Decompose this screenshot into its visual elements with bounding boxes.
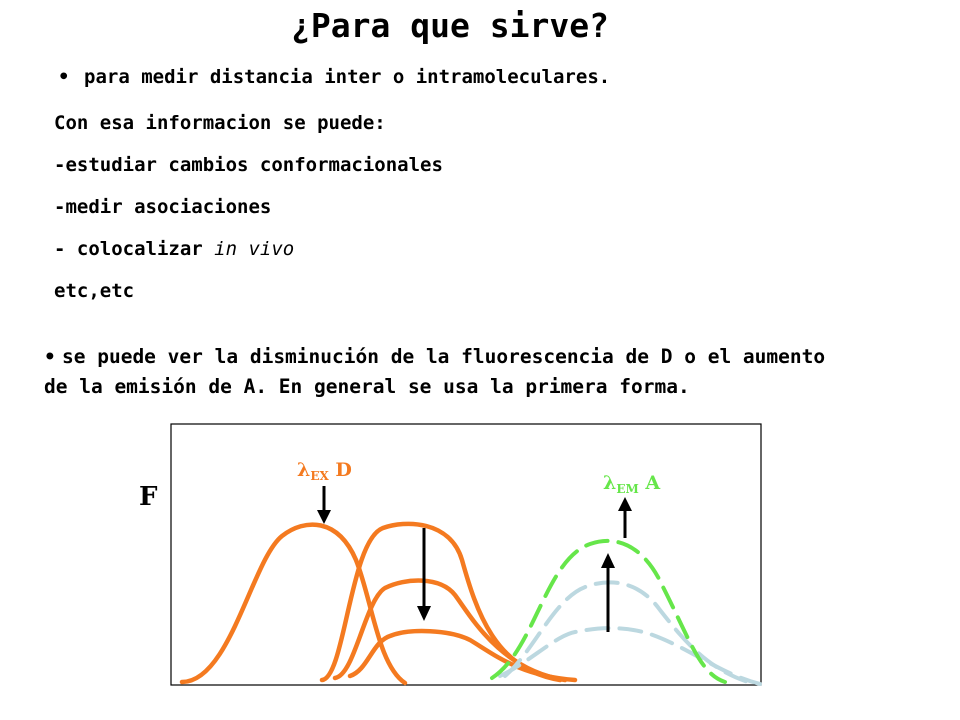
- bullet-line-1: • para medir distancia inter o intramolec…: [58, 66, 610, 88]
- arrow-acceptor-increase-icon: [601, 553, 615, 632]
- bullet-2-line-1: • se puede ver la disminución de la fluor…: [44, 342, 944, 372]
- label-ex-suffix: D: [329, 459, 352, 481]
- label-em-suffix: A: [639, 472, 661, 494]
- acceptor-emission-curve-mid: [503, 580, 757, 686]
- bullet-2-line-2: de la emisión de A. En general se usa la…: [44, 375, 690, 398]
- label-em-greek: λ: [603, 472, 616, 494]
- item-colocalizar: - colocalizar in vivo: [54, 238, 294, 260]
- label-em-sub: EM: [616, 482, 638, 496]
- bullet-paragraph-2: • se puede ver la disminución de la fluor…: [44, 342, 944, 402]
- page-title: ¿Para que sirve?: [291, 6, 609, 45]
- bullet-2-text-1: se puede ver la disminución de la fluore…: [62, 345, 826, 368]
- arrow-emission-up-icon: [618, 497, 632, 538]
- label-ex-greek: λ: [297, 459, 310, 481]
- arrow-excitation-down-icon: [317, 486, 331, 524]
- etc-line: etc,etc: [54, 280, 135, 302]
- label-lambda-ex-d: λEX D: [297, 459, 352, 483]
- donor-emission-curve-mid: [332, 578, 568, 683]
- item-asociaciones: -medir asociaciones: [54, 196, 272, 218]
- acceptor-emission-curve-high: [490, 538, 727, 684]
- item-colocalizar-prefix: - colocalizar: [54, 238, 215, 260]
- info-intro: Con esa informacion se puede:: [54, 112, 386, 134]
- donor-emission-curve-high: [319, 521, 563, 683]
- item-colocalizar-italic: in vivo: [214, 238, 295, 260]
- label-ex-sub: EX: [310, 469, 329, 483]
- bullet-symbol: •: [58, 66, 70, 88]
- bullet-2-symbol: •: [44, 345, 56, 368]
- donor-excitation-curve: [179, 522, 408, 686]
- label-lambda-em-a: λEM A: [603, 472, 660, 496]
- bullet-text: para medir distancia inter o intramolecu…: [84, 66, 611, 88]
- axis-label-f: F: [139, 482, 158, 512]
- arrow-donor-decrease-icon: [417, 528, 431, 621]
- figure-frame: [170, 423, 762, 686]
- item-conformacionales: -estudiar cambios conformacionales: [54, 154, 443, 176]
